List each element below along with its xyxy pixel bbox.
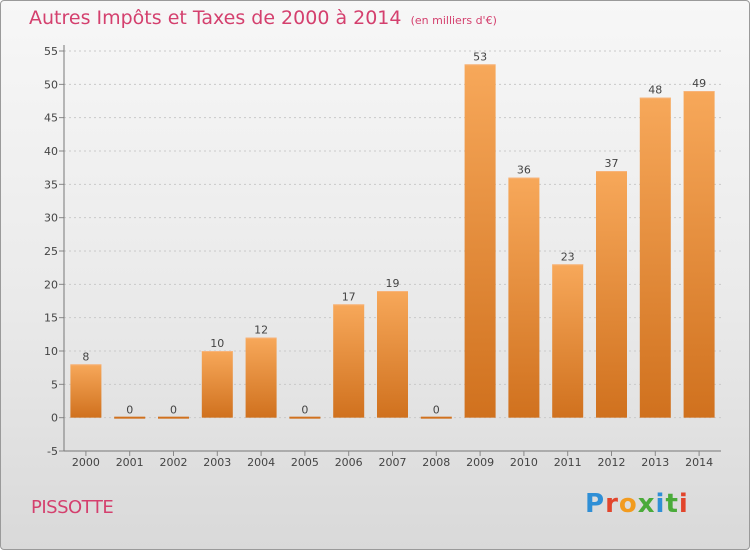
bar [464,64,496,418]
bar [289,416,321,419]
logo-letter: i [678,489,689,519]
bar [552,264,584,418]
place-name: PISSOTTE [31,497,114,518]
x-tick-label: 2005 [291,456,319,469]
x-tick-label: 2010 [510,456,538,469]
logo-letter: x [637,489,656,519]
x-tick-label: 2011 [554,456,582,469]
y-tick-label: 10 [44,345,58,358]
x-tick-label: 2001 [116,456,144,469]
x-tick-label: 2000 [72,456,100,469]
y-tick-label: 20 [44,278,58,291]
proxiti-logo: Proxiti [585,489,689,519]
data-label: 0 [170,404,177,417]
bar [639,97,671,418]
data-label: 49 [692,77,706,90]
data-label: 37 [605,157,619,170]
x-tick-label: 2008 [422,456,450,469]
x-tick-label: 2014 [685,456,713,469]
data-label: 23 [561,250,575,263]
data-label: 48 [648,84,662,97]
y-tick-label: 50 [44,78,58,91]
y-tick-label: 15 [44,312,58,325]
data-label: 8 [82,350,89,363]
data-label: 0 [126,404,133,417]
y-tick-label: -5 [47,445,58,458]
y-tick-label: 40 [44,145,58,158]
bar [201,351,233,418]
bar [114,416,146,419]
data-label: 36 [517,164,531,177]
data-label: 53 [473,50,487,63]
x-tick-label: 2004 [247,456,275,469]
logo-letter: t [665,489,679,519]
bar [508,177,540,418]
bar [683,91,715,418]
data-label: 0 [301,404,308,417]
chart-title: Autres Impôts et Taxes de 2000 à 2014 [29,7,402,29]
data-label: 0 [433,404,440,417]
x-tick-label: 2013 [641,456,669,469]
logo-letter: r [605,489,619,519]
y-tick-label: 35 [44,178,58,191]
x-tick-label: 2009 [466,456,494,469]
y-tick-label: 0 [51,412,58,425]
chart-title-block: Autres Impôts et Taxes de 2000 à 2014 (e… [29,7,497,29]
x-tick-label: 2002 [160,456,188,469]
logo-letter: i [655,489,666,519]
y-tick-label: 30 [44,212,58,225]
y-tick-label: 45 [44,112,58,125]
bar [596,171,627,418]
bar [158,416,189,419]
y-tick-label: 5 [51,378,58,391]
bar [70,364,102,418]
data-label: 17 [342,290,356,303]
data-label: 19 [386,277,400,290]
y-tick-label: 25 [44,245,58,258]
x-tick-label: 2007 [379,456,407,469]
data-label: 10 [210,337,224,350]
bar [333,304,365,418]
x-tick-label: 2012 [598,456,626,469]
data-label: 12 [254,324,268,337]
bar [420,416,452,419]
y-tick-label: 55 [44,45,58,58]
chart-unit: (en milliers d'€) [410,14,497,27]
x-tick-label: 2006 [335,456,363,469]
logo-letter: o [618,489,638,519]
x-tick-label: 2003 [203,456,231,469]
bar [377,291,408,418]
bar [245,337,277,418]
logo-letter: P [585,489,606,519]
